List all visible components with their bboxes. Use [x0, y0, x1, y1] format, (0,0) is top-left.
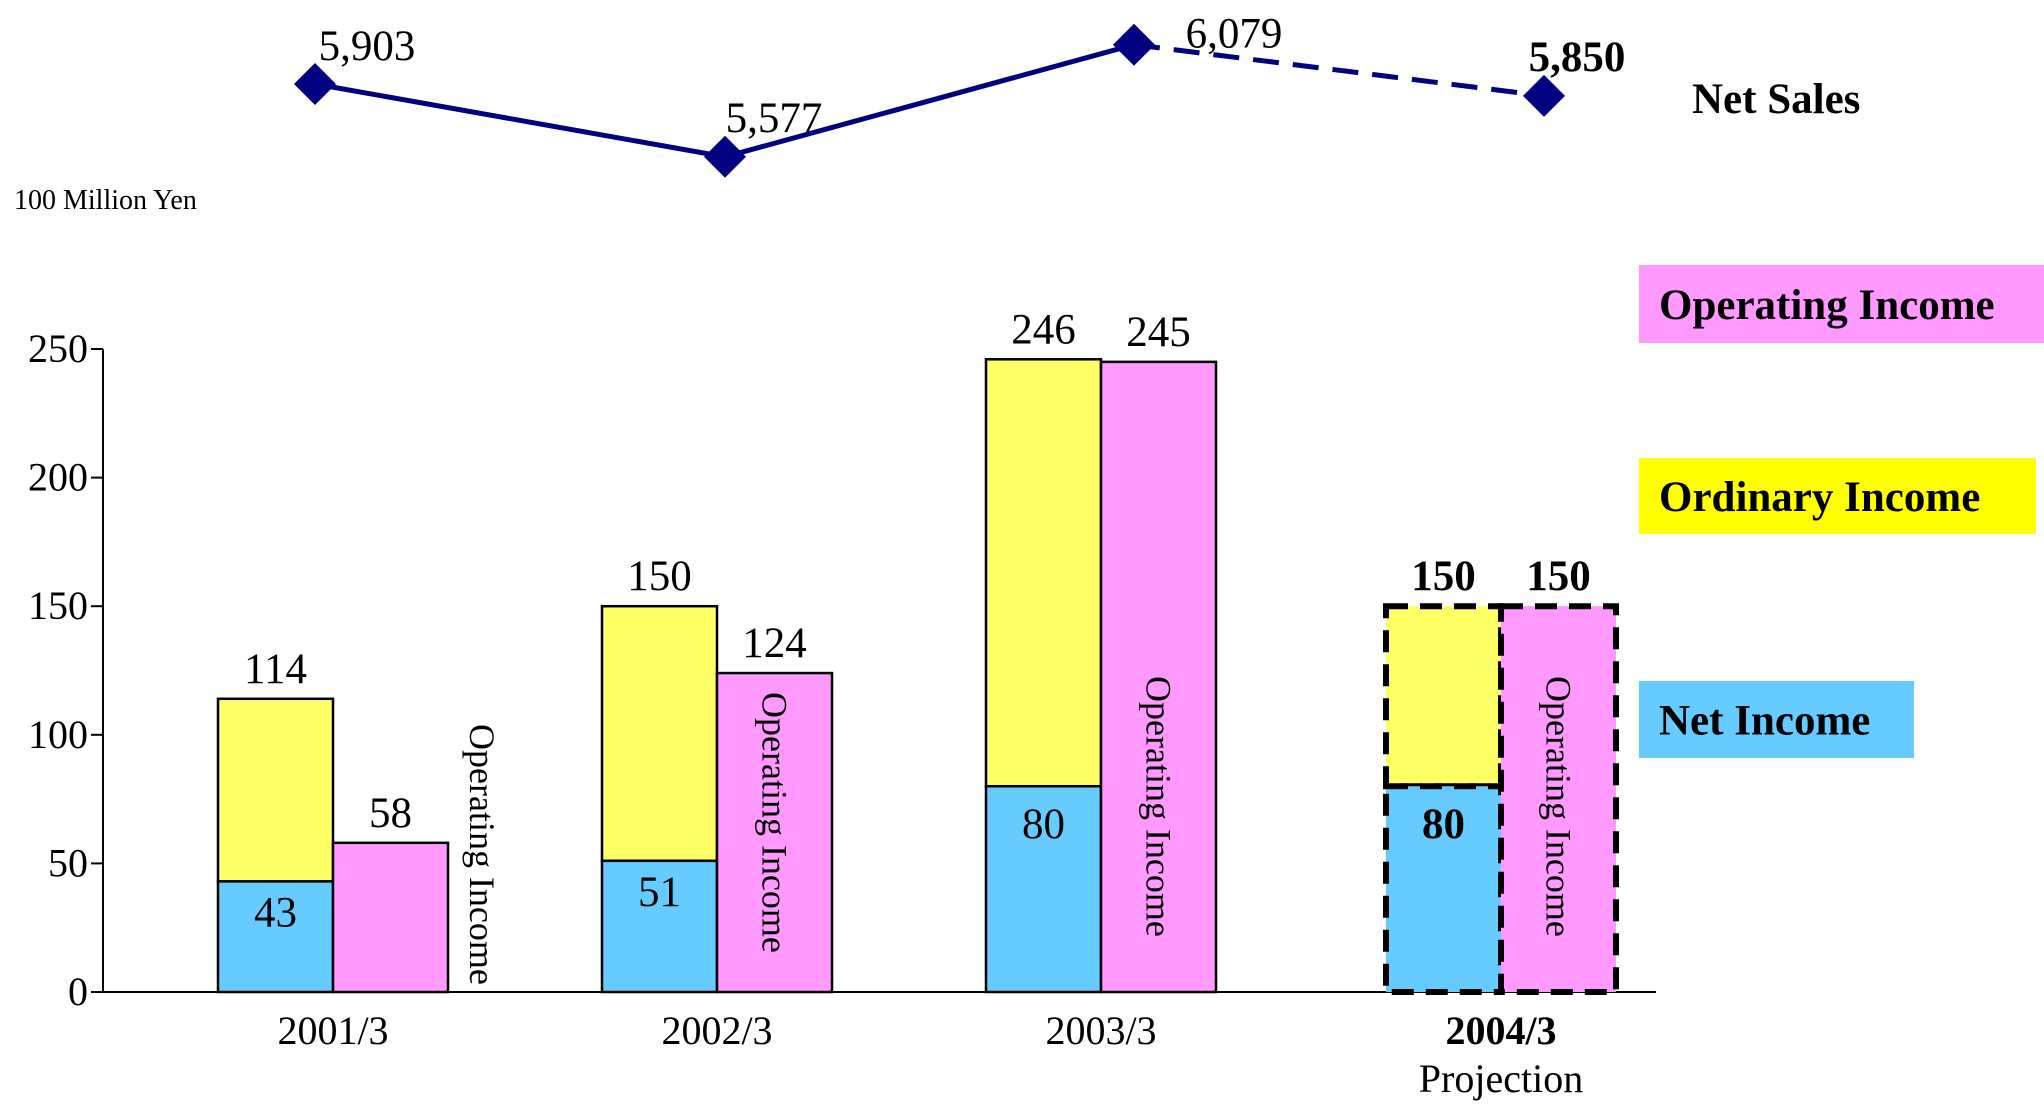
operating-income-value-label: 58	[369, 790, 412, 837]
net-income-value-label: 43	[254, 889, 297, 936]
y-tick-label: 100	[28, 712, 88, 757]
legend-label: Ordinary Income	[1659, 474, 1980, 521]
operating-income-value-label: 245	[1126, 309, 1191, 356]
net-sales-line-segment	[314, 81, 726, 160]
net-sales-value-label: 6,079	[1186, 11, 1283, 58]
ordinary-income-bar	[1383, 603, 1504, 790]
net-income-value-label: 51	[638, 869, 681, 916]
net-sales-point-marker	[294, 62, 336, 105]
legend-swatch	[1639, 265, 2044, 343]
operating-income-value-label: 124	[742, 620, 807, 667]
net-income-bar	[984, 784, 1103, 994]
legend-label: Net Income	[1659, 698, 1870, 745]
ordinary-income-value-label: 114	[244, 646, 307, 693]
net-sales-point-marker	[1523, 74, 1565, 117]
operating-income-bar	[1498, 603, 1619, 995]
net-sales-value-label: 5,577	[726, 95, 823, 142]
ordinary-income-value-label: 150	[627, 553, 692, 600]
net-sales-projection-segment	[1133, 42, 1545, 99]
x-category-label: 2002/3	[661, 1008, 772, 1053]
net-income-value-label: 80	[1422, 801, 1465, 848]
y-tick-label: 250	[28, 326, 88, 371]
operating-income-vertical-label: Operating Income	[1539, 676, 1579, 937]
operating-income-bar	[715, 671, 834, 994]
legend-swatch	[1639, 681, 1914, 758]
y-tick-label: 200	[28, 455, 88, 500]
projection-label: Projection	[1419, 1056, 1583, 1101]
net-sales-point-marker	[1113, 23, 1155, 66]
operating-income-vertical-label: Operating Income	[462, 724, 502, 985]
ordinary-income-value-label: 150	[1411, 553, 1476, 600]
unit-label: 100 Million Yen	[14, 185, 197, 216]
y-tick-label: 50	[48, 840, 88, 885]
net-sales-line-chart: 5,903 5,577 6,079 5,850	[294, 11, 1625, 178]
x-category-label: 2001/3	[277, 1008, 388, 1053]
ordinary-income-value-label: 246	[1011, 306, 1076, 353]
y-tick-label: 150	[28, 583, 88, 628]
net-sales-value-label: 5,850	[1529, 34, 1626, 81]
operating-income-vertical-label: Operating Income	[1139, 676, 1179, 937]
x-category-label: 2004/3	[1445, 1008, 1556, 1053]
net-sales-value-label: 5,903	[319, 23, 416, 70]
operating-income-bar	[331, 841, 450, 994]
net-income-bar	[216, 880, 335, 994]
net-sales-point-marker	[704, 135, 746, 178]
net-sales-label: Net Sales	[1692, 76, 1860, 123]
y-tick-label: 0	[68, 969, 88, 1014]
operating-income-bar	[1099, 360, 1218, 994]
ordinary-income-bar	[600, 604, 719, 863]
legend-label: Operating Income	[1659, 282, 1995, 329]
x-category-label: 2003/3	[1045, 1008, 1156, 1053]
legend: Operating Income Ordinary Income Net Incom…	[1639, 265, 2044, 758]
net-income-value-label: 80	[1022, 801, 1065, 848]
operating-income-vertical-label: Operating Income	[755, 692, 795, 953]
ordinary-income-bar	[216, 697, 335, 883]
legend-swatch	[1639, 458, 2036, 534]
bar-chart-bars: 114 58 43 Operating Income 2001/3 150 124 51 Ope…	[216, 306, 1619, 1101]
operating-income-value-label: 150	[1526, 553, 1591, 600]
ordinary-income-bar	[984, 358, 1103, 788]
net-sales-line-segment	[724, 42, 1135, 160]
